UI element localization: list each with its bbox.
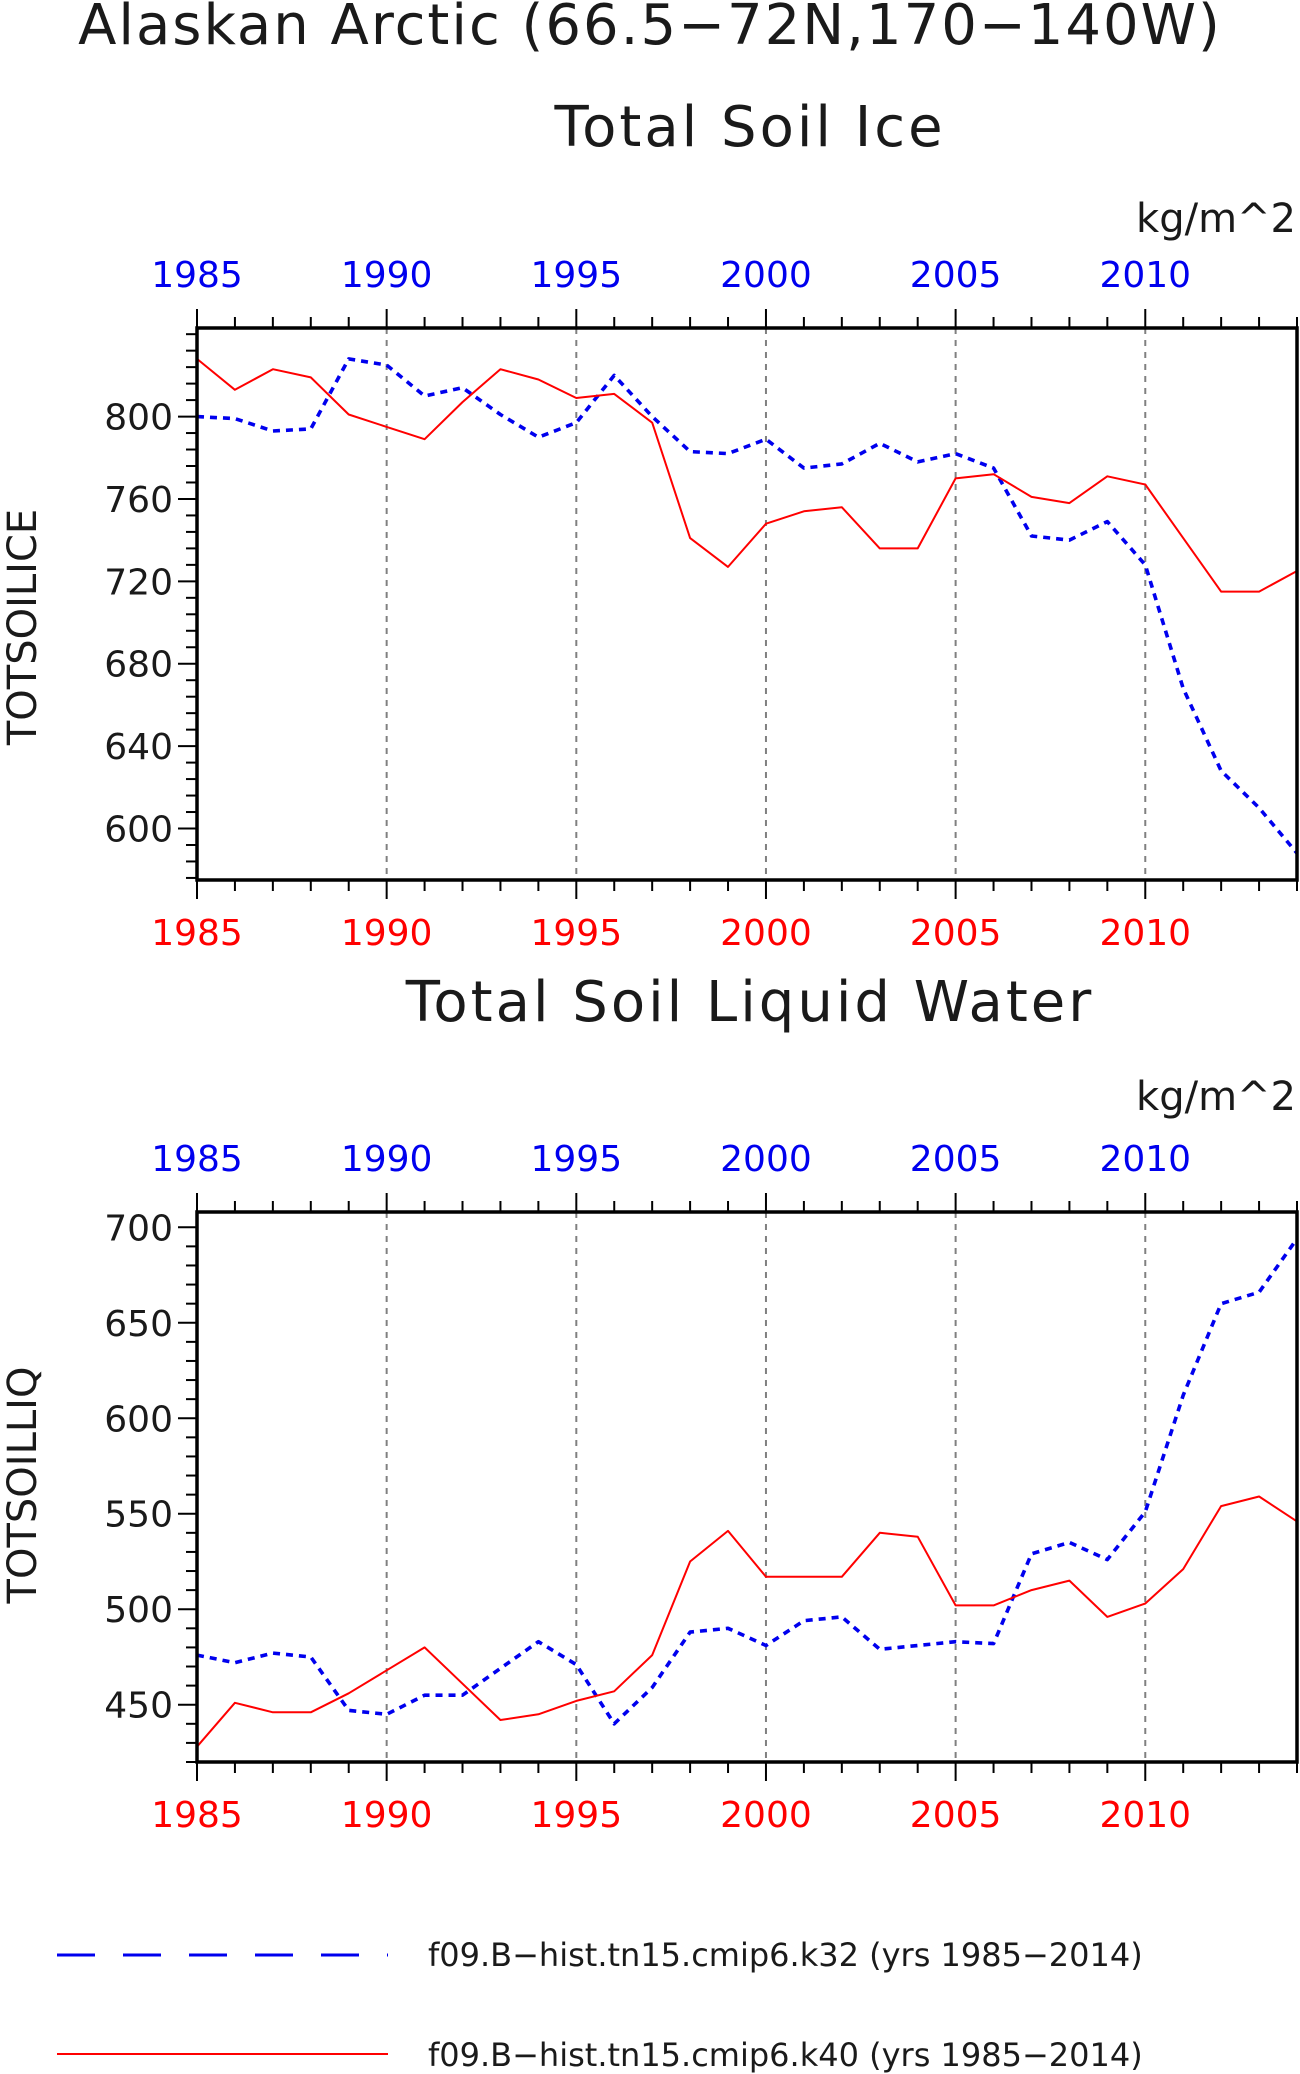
series-line-k32 xyxy=(196,1237,1299,1726)
x-tick-label-bottom: 2005 xyxy=(910,913,1002,954)
x-tick-label-top: 1995 xyxy=(530,255,622,296)
plot-frame xyxy=(195,1210,1299,1764)
x-tick-label-top: 2000 xyxy=(720,255,812,296)
legend-k40-label: f09.B−hist.tn15.cmip6.k40 (yrs 1985−2014… xyxy=(428,2036,1143,2074)
x-tick-label-top: 2005 xyxy=(910,1139,1002,1180)
y-tick-label: 450 xyxy=(104,1686,173,1727)
plot-frame xyxy=(195,326,1299,882)
y-tick-label: 760 xyxy=(104,480,173,521)
y-tick-label: 550 xyxy=(104,1495,173,1536)
x-tick-label-top: 2005 xyxy=(910,255,1002,296)
y-tick-label: 650 xyxy=(104,1304,173,1345)
x-tick-label-top: 1985 xyxy=(151,255,243,296)
figure-title: Alaskan Arctic (66.5−72N,170−140W) xyxy=(78,0,1222,58)
y-tick-label: 700 xyxy=(104,1208,173,1249)
x-tick-label-bottom: 2000 xyxy=(720,1795,812,1836)
panel-soil-ice-ylabel: TOTSOILICE xyxy=(0,509,46,746)
y-tick-label: 600 xyxy=(104,810,173,851)
y-tick-label: 640 xyxy=(104,727,173,768)
panel-soil-liquid-ylabel: TOTSOILLIQ xyxy=(0,1367,46,1605)
panel-soil-ice: Total Soil Ice kg/m^2 TOTSOILICE 1985 198… xyxy=(0,95,1299,954)
x-tick-label-bottom: 1995 xyxy=(530,913,622,954)
x-tick-label-top: 1995 xyxy=(530,1139,622,1180)
legend-k32-label: f09.B−hist.tn15.cmip6.k32 (yrs 1985−2014… xyxy=(428,1936,1143,1974)
x-tick-label-top: 2010 xyxy=(1099,1139,1191,1180)
panel-soil-ice-units: kg/m^2 xyxy=(1136,196,1296,242)
series-line-k40 xyxy=(196,1495,1298,1748)
panel-soil-liquid-title: Total Soil Liquid Water xyxy=(405,970,1095,1035)
x-tick-label-bottom: 1985 xyxy=(151,1795,243,1836)
y-tick-label: 500 xyxy=(104,1590,173,1631)
x-tick-label-top: 1990 xyxy=(341,255,433,296)
y-tick-label: 600 xyxy=(104,1399,173,1440)
panel-soil-ice-title: Total Soil Ice xyxy=(553,95,945,160)
x-tick-label-bottom: 2005 xyxy=(910,1795,1002,1836)
panel-soil-liquid-units: kg/m^2 xyxy=(1136,1074,1296,1120)
x-tick-label-bottom: 1985 xyxy=(151,913,243,954)
x-tick-label-bottom: 1995 xyxy=(530,1795,622,1836)
y-tick-label: 800 xyxy=(104,398,173,439)
x-tick-label-top: 2000 xyxy=(720,1139,812,1180)
legend: f09.B−hist.tn15.cmip6.k32 (yrs 1985−2014… xyxy=(57,1936,1143,2074)
x-tick-label-top: 2010 xyxy=(1099,255,1191,296)
x-tick-label-bottom: 1990 xyxy=(341,913,433,954)
y-tick-label: 720 xyxy=(104,562,173,603)
y-tick-label: 680 xyxy=(104,645,173,686)
x-tick-label-bottom: 2010 xyxy=(1099,913,1191,954)
series-line-k40 xyxy=(196,358,1298,593)
x-tick-label-bottom: 2010 xyxy=(1099,1795,1191,1836)
panel-soil-liquid: Total Soil Liquid Water kg/m^2 TOTSOILLI… xyxy=(0,970,1299,1836)
x-tick-label-top: 1990 xyxy=(341,1139,433,1180)
x-tick-label-bottom: 1990 xyxy=(341,1795,433,1836)
x-tick-label-bottom: 2000 xyxy=(720,913,812,954)
x-tick-label-top: 1985 xyxy=(151,1139,243,1180)
series-line-k32 xyxy=(196,357,1299,855)
